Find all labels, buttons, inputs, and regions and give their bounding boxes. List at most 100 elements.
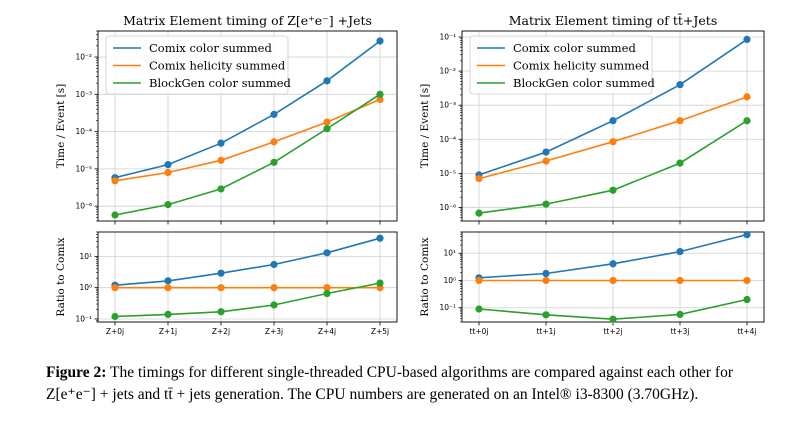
data-point	[676, 81, 684, 89]
series-line	[114, 93, 381, 216]
x-tick-label: Z+2j	[212, 327, 230, 336]
chart-title: Matrix Element timing of tt̄+Jets	[509, 12, 717, 28]
data-point	[609, 276, 617, 285]
data-point	[323, 125, 331, 133]
plot-frame	[97, 231, 398, 323]
figure: 10⁻⁶ 10⁻⁵ 10⁻⁴ 10⁻³ 10⁻² Time / Event [s] Matr…	[55, 12, 765, 336]
data-point	[609, 260, 617, 268]
caption-text: The timings for different single-threade…	[46, 364, 733, 403]
data-point	[164, 310, 172, 318]
data-point	[164, 284, 172, 292]
series-line	[114, 237, 381, 286]
series-line	[114, 98, 381, 182]
data-point	[542, 276, 550, 285]
data-point	[743, 231, 751, 239]
y-tick-label: 10⁻⁵	[75, 164, 92, 173]
y-axis-label: Time / Event [s]	[419, 84, 431, 168]
data-point	[609, 315, 617, 323]
data-point	[376, 279, 384, 287]
data-point	[270, 158, 278, 166]
data-point	[676, 159, 684, 167]
x-tick-label: tt+0j	[469, 327, 488, 336]
y-axis-label: Time / Event [s]	[55, 84, 67, 168]
y-axis-label: Ratio to Comix	[55, 237, 67, 316]
data-point	[217, 284, 225, 292]
data-point	[111, 312, 119, 321]
x-tick-label: tt+1j	[536, 327, 555, 336]
data-point	[743, 117, 751, 125]
panel-left-top: 10⁻⁶ 10⁻⁵ 10⁻⁴ 10⁻³ 10⁻² Time / Event [s] Matr…	[55, 13, 398, 225]
y-tick-label: 10¹	[79, 252, 92, 261]
x-tick-label: Z+5j	[371, 327, 389, 336]
data-point	[217, 139, 225, 147]
data-point	[743, 35, 751, 44]
data-point	[323, 249, 331, 257]
y-axis-label: Ratio to Comix	[419, 237, 431, 316]
plot-frame	[97, 30, 398, 222]
y-tick-label: 10⁰	[443, 276, 456, 285]
data-point	[676, 117, 684, 125]
figure-caption: Figure 2: The timings for different sing…	[46, 362, 786, 406]
y-tick-label: 10⁻⁶	[75, 202, 92, 211]
y-tick-label: 10⁻³	[75, 90, 92, 99]
data-point	[743, 93, 751, 101]
data-point	[111, 211, 119, 219]
plot-frame	[461, 30, 765, 222]
legend-entry: Comix helicity summed	[513, 59, 650, 73]
data-point	[217, 156, 225, 164]
x-tick-label: tt+4j	[737, 327, 756, 336]
data-point	[743, 276, 751, 285]
data-point	[164, 161, 172, 169]
data-point	[323, 118, 331, 126]
data-point	[542, 200, 550, 208]
y-tick-label: 10⁻⁶	[439, 203, 456, 212]
legend: Comix color summed Comix helicity summed B…	[105, 35, 292, 95]
y-tick-label: 10⁻¹	[439, 303, 456, 312]
data-point	[676, 310, 684, 318]
data-point	[676, 247, 684, 256]
x-tick-label: Z+3j	[265, 327, 283, 336]
y-tick-label: 10¹	[443, 249, 456, 258]
data-point	[217, 308, 225, 316]
legend-entry: BlockGen color summed	[149, 76, 292, 90]
y-tick-label: 10⁻⁵	[439, 169, 456, 178]
data-point	[217, 269, 225, 277]
panel-right-top: 10⁻⁶ 10⁻⁵ 10⁻⁴ 10⁻³ 10⁻² 10⁻¹ Time / Event [s]…	[419, 12, 765, 225]
data-point	[743, 295, 751, 304]
y-tick-label: 10⁻⁴	[75, 127, 92, 136]
data-point	[542, 269, 550, 278]
legend: Comix color summed Comix helicity summed B…	[469, 35, 656, 95]
x-tick-label: Z+1j	[159, 327, 177, 336]
chart-title: Matrix Element timing of Z[e⁺e⁻] +Jets	[123, 13, 372, 28]
data-point	[270, 284, 278, 292]
data-point	[609, 186, 617, 194]
data-point	[217, 185, 225, 193]
data-point	[164, 201, 172, 209]
data-point	[164, 277, 172, 285]
data-point	[475, 209, 483, 217]
x-tick-label: tt+2j	[603, 327, 622, 336]
data-point	[376, 234, 384, 242]
data-point	[475, 175, 483, 183]
data-point	[323, 289, 331, 298]
y-tick-label: 10⁻²	[439, 67, 456, 76]
x-tick-label: Z+4j	[318, 327, 336, 336]
data-point	[376, 90, 384, 98]
series-line	[114, 282, 381, 318]
y-tick-label: 10⁻²	[75, 53, 92, 62]
data-point	[475, 276, 483, 285]
legend-box	[105, 35, 289, 95]
panel-right-bottom: 10⁻¹ 10⁰ 10¹ tt+0j tt+1j tt+2j tt+3j tt+4j Ratio…	[419, 231, 765, 336]
data-point	[323, 77, 331, 85]
data-point	[542, 311, 550, 319]
data-point	[376, 37, 384, 45]
x-tick-label: Z+0j	[106, 327, 124, 336]
data-point	[111, 284, 119, 292]
y-tick-label: 10⁻¹	[439, 33, 456, 42]
series-line	[114, 40, 381, 179]
data-point	[270, 138, 278, 146]
x-tick-label: tt+3j	[670, 327, 689, 336]
data-point	[542, 157, 550, 165]
panel-left-bottom: 10⁻¹ 10⁰ 10¹ Z+0j Z+1j Z+2j Z+3j Z+4j Z+5j Ratio …	[55, 231, 398, 336]
data-point	[376, 95, 384, 104]
